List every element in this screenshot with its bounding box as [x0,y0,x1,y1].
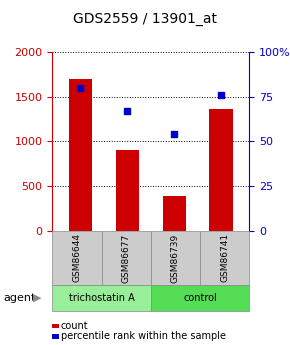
Point [78,85,83,90]
Text: percentile rank within the sample: percentile rank within the sample [61,332,226,341]
Bar [116,150,139,231]
Point [172,131,177,137]
Text: GSM86677: GSM86677 [122,233,131,283]
Text: ▶: ▶ [33,293,42,303]
Bar [69,79,92,231]
Text: count: count [61,321,88,331]
Text: GDS2559 / 13901_at: GDS2559 / 13901_at [73,12,217,26]
Bar [162,196,186,231]
Text: trichostatin A: trichostatin A [69,293,134,303]
Text: GSM86741: GSM86741 [220,233,229,283]
Text: GSM86739: GSM86739 [171,233,180,283]
Point [125,108,130,114]
Point [219,92,224,98]
Text: agent: agent [3,293,35,303]
Text: control: control [183,293,217,303]
Bar [209,109,233,231]
Text: GSM86644: GSM86644 [72,233,81,283]
